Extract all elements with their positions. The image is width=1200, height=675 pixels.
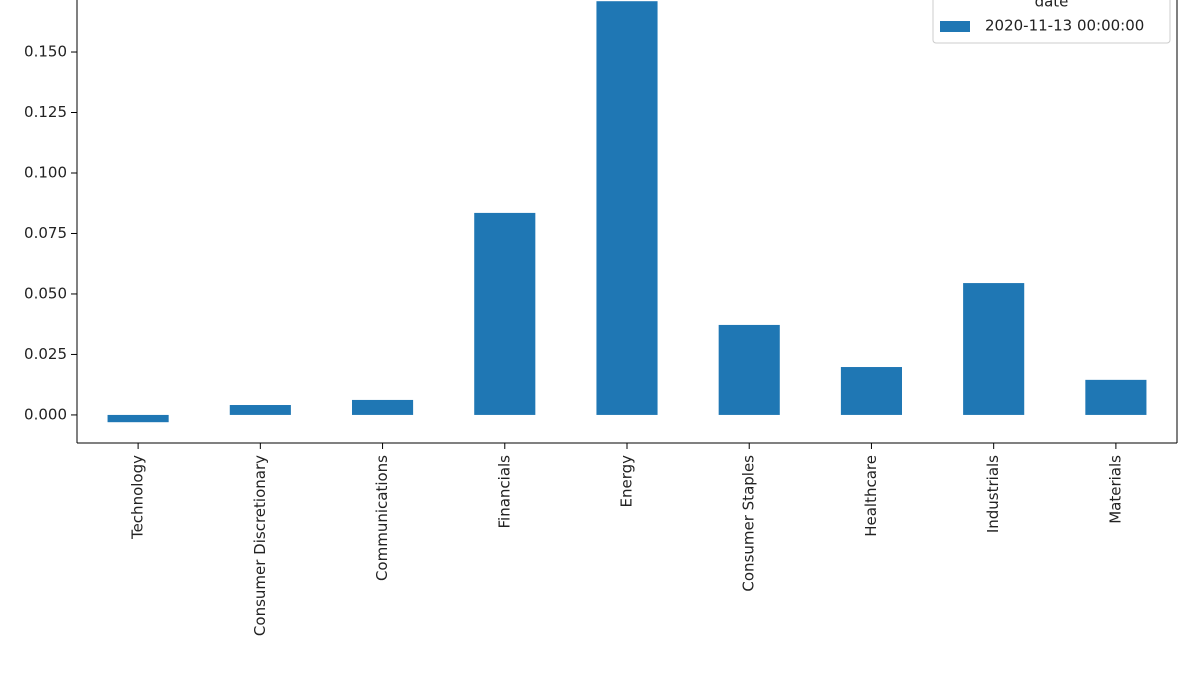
y-tick-label: 0.050 (24, 284, 67, 302)
bar (1085, 379, 1147, 415)
x-tick-label: Materials (1106, 455, 1124, 524)
legend-title: date (1035, 0, 1069, 11)
bar (107, 414, 169, 423)
bar (352, 399, 414, 415)
x-tick-label: Technology (129, 455, 147, 540)
legend-swatch (940, 21, 970, 32)
bar (596, 1, 658, 415)
legend-label: 2020-11-13 00:00:00 (985, 17, 1144, 35)
x-tick-label: Healthcare (862, 455, 880, 537)
bar (840, 367, 902, 415)
y-tick-label: 0.100 (24, 163, 67, 181)
y-tick-label: 0.150 (24, 43, 67, 61)
y-tick-label: 0.075 (24, 224, 67, 242)
bar (229, 405, 291, 415)
x-tick-label: Industrials (984, 455, 1002, 533)
bar (963, 283, 1025, 415)
y-tick-label: 0.125 (24, 103, 67, 121)
x-tick-label: Energy (618, 455, 636, 508)
x-tick-label: Consumer Discretionary (251, 455, 269, 636)
bar (474, 212, 536, 415)
x-tick-label: Communications (373, 455, 391, 581)
x-tick-label: Consumer Staples (740, 455, 758, 592)
x-tick-label: Financials (495, 455, 513, 529)
bar (718, 324, 780, 415)
legend-box (932, 0, 1171, 44)
y-tick-label: 0.000 (24, 405, 67, 423)
y-tick-label: 0.025 (24, 345, 67, 363)
